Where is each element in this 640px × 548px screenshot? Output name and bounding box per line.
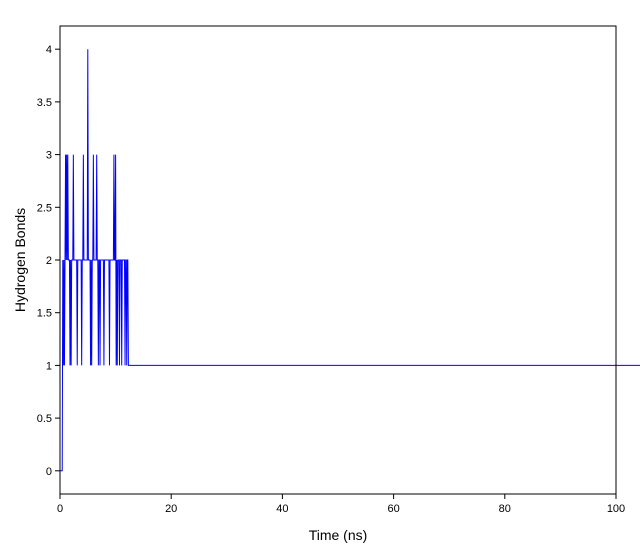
y-tick-label: 4 <box>46 44 52 56</box>
y-tick-label: 3 <box>46 150 52 162</box>
x-axis-title: Time (ns) <box>309 527 368 543</box>
plot-background <box>60 26 616 494</box>
x-tick-label: 80 <box>499 503 511 515</box>
x-axis: 0 20 40 60 80 100 <box>57 494 625 515</box>
x-tick-label: 40 <box>276 503 288 515</box>
y-tick-label: 0 <box>46 466 52 478</box>
series-line <box>60 49 640 472</box>
x-tick-label: 60 <box>387 503 399 515</box>
series-layer <box>60 49 640 472</box>
y-tick-label: 2.5 <box>37 202 52 214</box>
x-tick-label: 100 <box>607 503 625 515</box>
y-tick-label: 2 <box>46 255 52 267</box>
y-tick-label: 3.5 <box>37 97 52 109</box>
y-axis: 0 0.5 1 1.5 2 2.5 3 3.5 4 <box>37 44 60 478</box>
y-tick-label: 0.5 <box>37 413 52 425</box>
y-tick-label: 1.5 <box>37 308 52 320</box>
y-tick-label: 1 <box>46 360 52 372</box>
x-tick-label: 20 <box>165 503 177 515</box>
x-tick-label: 0 <box>57 503 63 515</box>
y-axis-title: Hydrogen Bonds <box>12 208 28 312</box>
